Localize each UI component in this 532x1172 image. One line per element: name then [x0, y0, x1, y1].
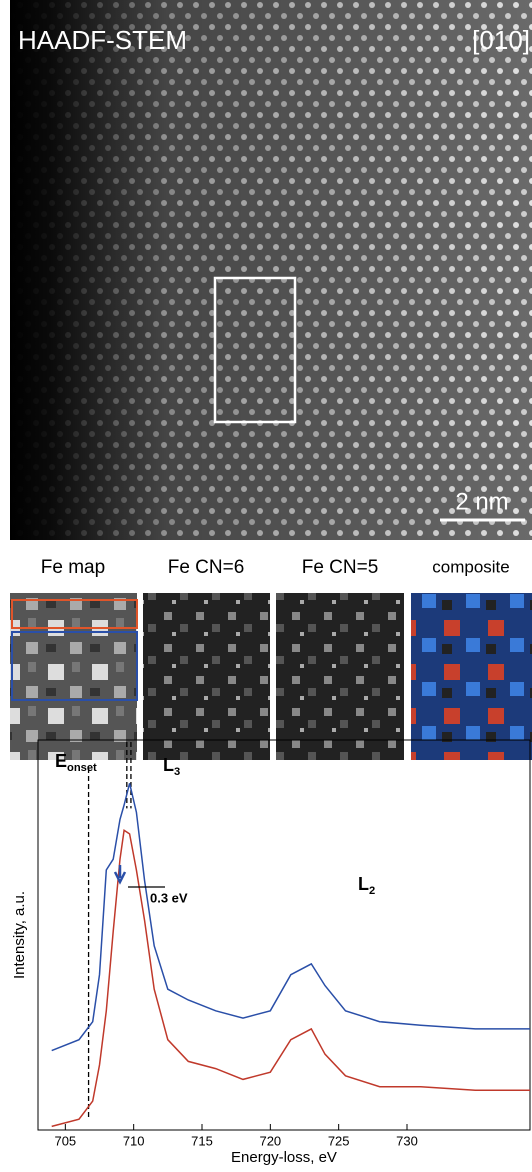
- plot-frame: [38, 740, 530, 1130]
- annotation-sub: 2: [369, 885, 375, 897]
- haadf-image: [10, 0, 532, 540]
- y-axis-label: Intensity, a.u.: [11, 891, 28, 979]
- x-tick-label: 730: [396, 1133, 418, 1148]
- annotation-main: L: [358, 874, 369, 894]
- panel-label: Fe CN=5: [302, 557, 379, 578]
- x-axis-label: Energy-loss, eV: [231, 1149, 337, 1166]
- scale-bar-label: 2 nm: [455, 488, 508, 515]
- zone-axis: [010]: [472, 25, 530, 55]
- spectrum-chart: 705 710 715 720 725 730 Energy-loss, eV Intensi…: [11, 740, 530, 1166]
- x-tick-label: 710: [123, 1133, 145, 1148]
- panel-label: Fe map: [41, 557, 105, 578]
- annotation: L2: [358, 874, 375, 897]
- x-tick-label: 725: [328, 1133, 350, 1148]
- x-tick-label: 705: [54, 1133, 76, 1148]
- shoulder-arrow: [115, 865, 125, 882]
- annotation-sub: onset: [67, 762, 97, 774]
- panel-label: Fe CN=6: [168, 557, 245, 578]
- spectrum-line: [52, 783, 530, 1050]
- map-panels: [10, 593, 532, 760]
- panel-label: composite: [432, 557, 509, 576]
- annotation-sub: 3: [174, 766, 180, 778]
- figure: HAADF-STEM [010] 2 nm Fe map Fe CN=6 Fe …: [0, 0, 532, 1172]
- x-tick-label: 715: [191, 1133, 213, 1148]
- x-tick-label: 720: [259, 1133, 281, 1148]
- image-title: HAADF-STEM: [18, 25, 187, 55]
- annotation-main: L: [163, 755, 174, 775]
- annotation-main: E: [55, 751, 67, 771]
- shift-label: 0.3 eV: [150, 890, 188, 905]
